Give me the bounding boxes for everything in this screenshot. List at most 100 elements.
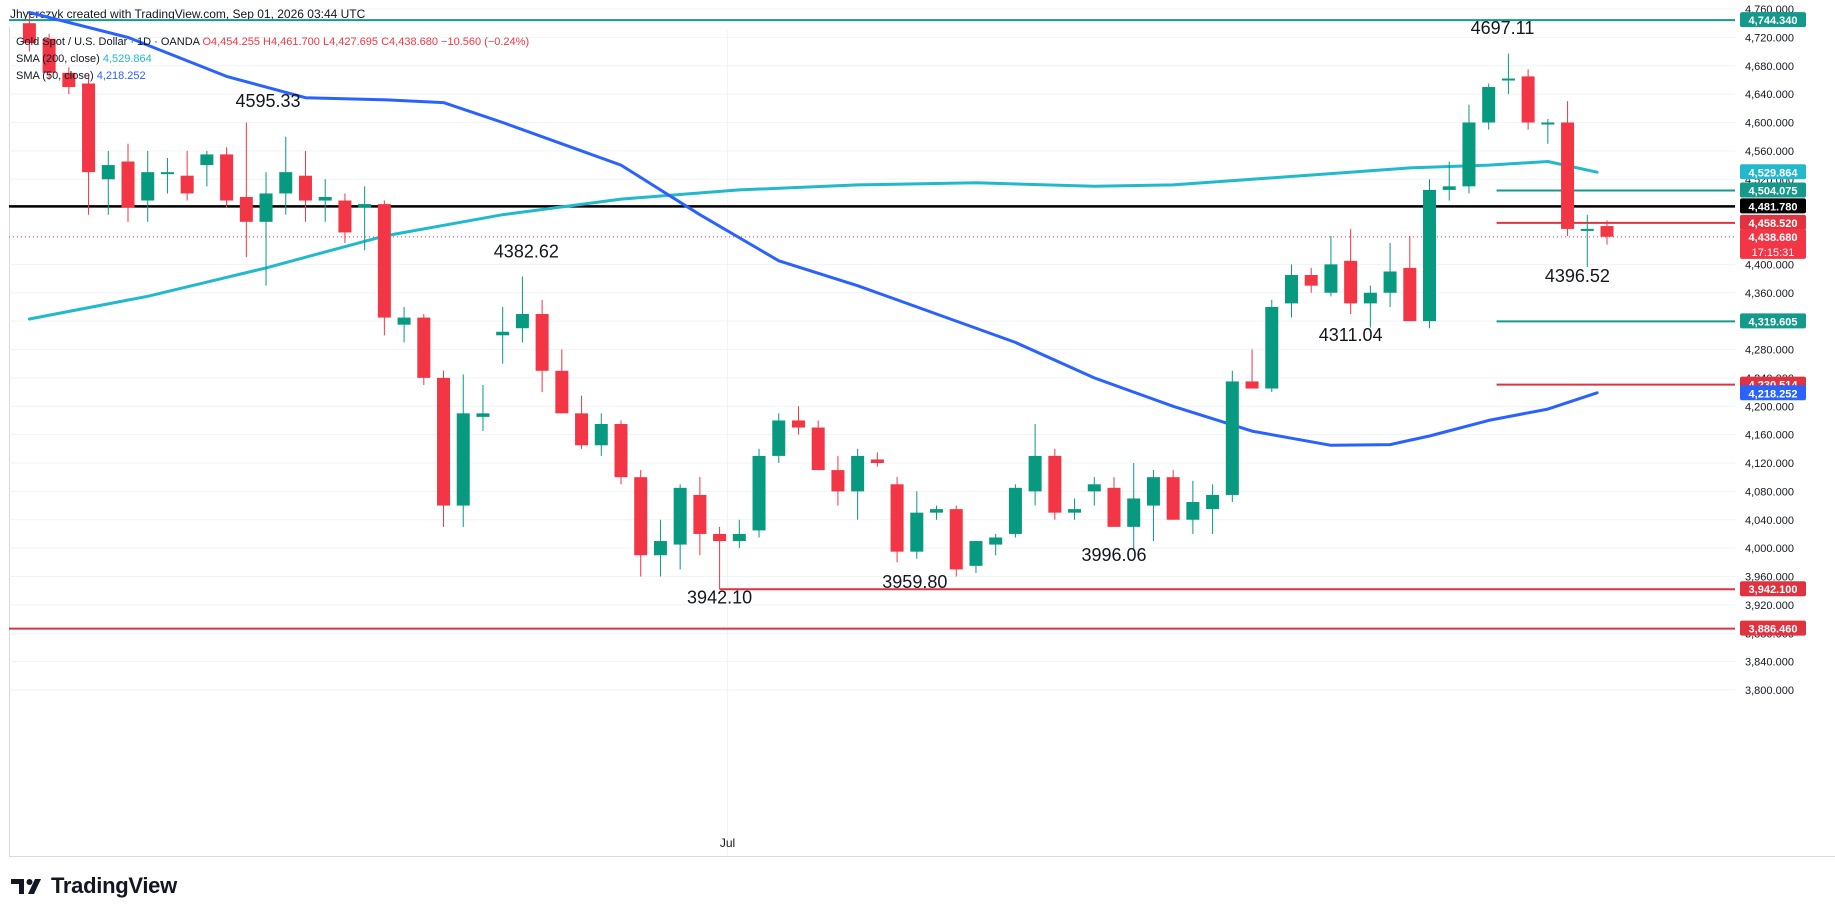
y-axis-tick-label: 4,400.000 xyxy=(1745,259,1794,271)
candle xyxy=(1304,267,1318,293)
candle xyxy=(377,200,391,336)
peak-label: 4382.62 xyxy=(494,241,559,261)
candle xyxy=(752,448,766,538)
candle-body xyxy=(200,154,214,166)
y-axis-tick-label: 3,800.000 xyxy=(1745,685,1794,697)
chart-legend: Gold Spot / U.S. Dollar · 1D · OANDA O4,… xyxy=(16,34,529,85)
legend-open: O4,454.255 xyxy=(202,36,260,48)
candle-body xyxy=(1146,477,1160,506)
legend-change: −10.560 (−0.24%) xyxy=(441,36,530,48)
candle xyxy=(653,519,667,577)
candle-body xyxy=(949,509,963,570)
level-price-badge-bg xyxy=(1740,198,1806,214)
candle-body xyxy=(673,487,687,545)
candle xyxy=(1600,220,1614,245)
candle xyxy=(1324,236,1338,297)
legend-sma200-value: 4,529.864 xyxy=(102,53,152,65)
candle-body xyxy=(456,413,470,506)
peak-label: 4396.52 xyxy=(1545,266,1610,286)
candle xyxy=(1403,236,1417,322)
candle xyxy=(1008,484,1022,538)
y-axis-tick-label: 4,680.000 xyxy=(1745,61,1794,73)
candle-body xyxy=(811,427,825,471)
legend-sma50-row[interactable]: SMA (50, close) 4,218.252 xyxy=(16,68,529,85)
y-axis-tick-label: 4,600.000 xyxy=(1745,118,1794,130)
candle-body xyxy=(121,161,135,208)
candle xyxy=(535,299,549,393)
x-axis-tick-label: Jul xyxy=(720,836,735,850)
peak-label: 4595.33 xyxy=(235,91,300,111)
legend-sma50-label: SMA (50, close) xyxy=(16,70,94,82)
candle-body xyxy=(1403,267,1417,322)
level-price-badge-text: 4,458.520 xyxy=(1749,218,1798,230)
candle xyxy=(1245,349,1259,389)
candle-body xyxy=(1344,260,1358,304)
candle xyxy=(1521,69,1535,130)
candle xyxy=(318,179,332,222)
candle-body xyxy=(1166,477,1180,520)
candle xyxy=(969,541,983,573)
peak-label: 4697.11 xyxy=(1471,18,1535,38)
y-axis-tick-label: 3,960.000 xyxy=(1745,572,1794,584)
candle-body xyxy=(220,154,234,201)
candle-body xyxy=(1482,87,1496,123)
candle xyxy=(496,306,510,364)
candle xyxy=(121,143,135,222)
candle-body xyxy=(1580,228,1594,231)
candle-body xyxy=(555,370,569,414)
legend-low: L4,427.695 xyxy=(322,36,379,48)
candle xyxy=(180,150,194,201)
candle-body xyxy=(82,83,96,173)
candle xyxy=(1363,285,1377,328)
candle-body xyxy=(22,23,36,44)
legend-high: H4,461.700 xyxy=(263,36,320,48)
candle-body xyxy=(377,204,391,318)
candle-body xyxy=(1501,78,1515,81)
candle xyxy=(160,157,174,194)
candle-body xyxy=(101,165,115,180)
legend-sma200-label: SMA (200, close) xyxy=(16,53,100,65)
candle xyxy=(42,33,56,80)
candle-body xyxy=(890,484,904,552)
candle-body xyxy=(732,533,746,542)
candle-body xyxy=(1363,292,1377,304)
candle xyxy=(851,448,865,520)
candle xyxy=(220,147,234,208)
candle xyxy=(1344,228,1358,315)
candle-body xyxy=(653,541,667,556)
y-axis-tick-label: 4,200.000 xyxy=(1745,401,1794,413)
y-axis-tick-label: 4,120.000 xyxy=(1745,458,1794,470)
candle xyxy=(141,150,155,222)
level-price-badge-text: 3,942.100 xyxy=(1749,584,1798,596)
candle xyxy=(930,505,944,520)
last-price-badge-text: 4,438.680 xyxy=(1749,232,1798,244)
legend-sma200-row[interactable]: SMA (200, close) 4,529.864 xyxy=(16,51,529,68)
candle-body xyxy=(1206,494,1220,510)
level-price-badge-bg xyxy=(1740,581,1806,597)
candle-body xyxy=(338,200,352,233)
level-price-badge-bg xyxy=(1740,313,1806,329)
candle-body xyxy=(1600,226,1614,237)
legend-close: C4,438.680 xyxy=(381,36,438,48)
candle xyxy=(1284,264,1298,318)
candle xyxy=(870,452,884,467)
candle-body xyxy=(910,512,924,552)
candle-body xyxy=(870,459,884,463)
candle-body xyxy=(62,72,76,88)
candle-body xyxy=(437,377,451,506)
y-axis-tick-label: 4,160.000 xyxy=(1745,430,1794,442)
y-axis-tick-label: 4,280.000 xyxy=(1745,345,1794,357)
candle-body xyxy=(634,477,648,556)
candle xyxy=(1186,480,1200,534)
candle-body xyxy=(298,175,312,201)
level-price-badge-text: 3,886.460 xyxy=(1749,624,1798,636)
chart-panel[interactable] xyxy=(9,27,1835,857)
candle xyxy=(1265,299,1279,393)
tradingview-brand-text: TradingView xyxy=(51,873,177,898)
candle xyxy=(831,455,845,506)
candle-body xyxy=(180,175,194,194)
candle-body xyxy=(831,470,845,492)
candle xyxy=(476,384,490,432)
indicator-price-badge-text: 4,529.864 xyxy=(1749,167,1799,179)
